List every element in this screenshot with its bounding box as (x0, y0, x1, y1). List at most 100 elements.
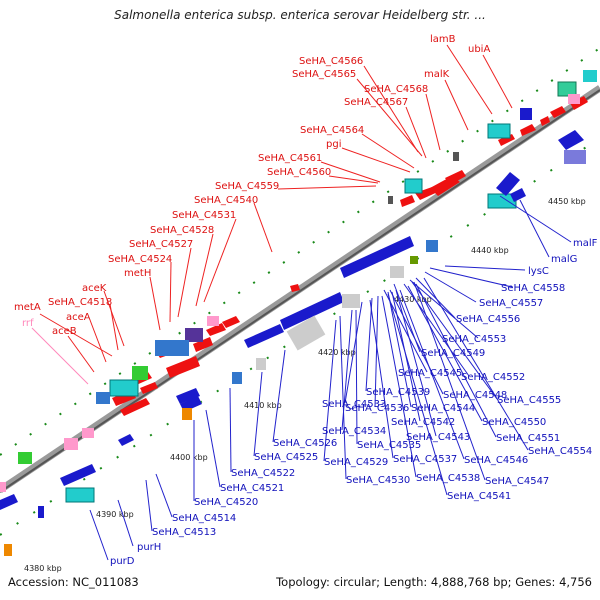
gene-label-SeHA_C4522: SeHA_C4522 (231, 468, 295, 479)
reverse-genes (0, 130, 586, 556)
gene-label-SeHA_C4554: SeHA_C4554 (528, 446, 592, 457)
gene-label-SeHA_C4567: SeHA_C4567 (344, 97, 408, 108)
gene-label-SeHA_C4529: SeHA_C4529 (324, 457, 388, 468)
kbp-tick-label: 4390 kbp (96, 510, 134, 519)
gene-label-SeHA_C4555: SeHA_C4555 (497, 395, 561, 406)
gene-label-malF: malF (573, 238, 598, 249)
gene-box (155, 340, 189, 356)
gene-label-SeHA_C4531: SeHA_C4531 (172, 210, 236, 221)
reverse-gene-labels: malF malG lysC SeHA_C4558 SeHA_C4557 SeH… (89, 195, 598, 567)
gene-label-SeHA_C4561: SeHA_C4561 (258, 153, 322, 164)
gene-box (410, 256, 418, 264)
gene-label-SeHA_C4527: SeHA_C4527 (129, 239, 193, 250)
gene-label-SeHA_C4559: SeHA_C4559 (215, 181, 279, 192)
kbp-tick-label: 4410 kbp (244, 401, 282, 410)
gene-label-SeHA_C4566: SeHA_C4566 (299, 56, 363, 67)
gene-label-purH: purH (137, 542, 161, 553)
gene-label-purD: purD (110, 556, 135, 567)
gene-box (65, 487, 95, 503)
gene-label-SeHA_C4518: SeHA_C4518 (48, 297, 112, 308)
gene-box (185, 328, 203, 342)
gene-arrow (510, 188, 526, 202)
gene-arrow (540, 116, 550, 126)
gene-box (520, 108, 532, 120)
gene-box (182, 408, 192, 420)
gene-label-SeHA_C4514: SeHA_C4514 (172, 513, 236, 524)
gene-box (390, 266, 404, 278)
forward-track (0, 47, 600, 456)
gene-label-aceA: aceA (66, 312, 91, 323)
gene-label-SeHA_C4548: SeHA_C4548 (443, 390, 507, 401)
gene-box (18, 452, 32, 464)
gene-box (232, 372, 242, 384)
gene-label-SeHA_C4530: SeHA_C4530 (346, 475, 410, 486)
gene-box (568, 94, 580, 104)
gene-box (453, 152, 459, 161)
gene-arrow (498, 134, 515, 146)
gene-label-SeHA_C4568: SeHA_C4568 (364, 84, 428, 95)
gene-box (487, 123, 511, 139)
gene-arrow (140, 382, 158, 394)
gene-label-SeHA_C4549: SeHA_C4549 (421, 348, 485, 359)
gene-label-SeHA_C4564: SeHA_C4564 (300, 125, 364, 136)
gene-box (557, 81, 577, 97)
gene-label-SeHA_C4528: SeHA_C4528 (150, 225, 214, 236)
gene-arrow (445, 170, 466, 185)
gene-label-SeHA_C4550: SeHA_C4550 (482, 417, 546, 428)
gene-label-SeHA_C4546: SeHA_C4546 (464, 455, 528, 466)
gene-box (4, 544, 12, 556)
gene-arrow (520, 124, 536, 136)
gene-label-lamB: lamB (430, 34, 456, 45)
kbp-tick-label: 4440 kbp (471, 246, 509, 255)
gene-label-SeHA_C4542: SeHA_C4542 (391, 417, 455, 428)
backbone (0, 85, 600, 493)
gene-label-SeHA_C4556: SeHA_C4556 (456, 314, 520, 325)
gene-label-SeHA_C4552: SeHA_C4552 (461, 372, 525, 383)
gene-label-SeHA_C4543: SeHA_C4543 (406, 432, 470, 443)
gene-arrow (193, 337, 213, 352)
gene-box (0, 482, 6, 492)
gene-arrow (340, 236, 414, 278)
gene-arrow (400, 195, 415, 207)
gene-label-SeHA_C4533: SeHA_C4533 (322, 399, 386, 410)
gene-label-SeHA_C4557: SeHA_C4557 (479, 298, 543, 309)
kbp-tick-label: 4430 kbp (394, 295, 432, 304)
kbp-tick-label: 4450 kbp (548, 197, 586, 206)
gene-arrow (244, 324, 284, 348)
gene-label-malG: malG (551, 254, 577, 265)
gene-arrow (118, 434, 134, 446)
gene-arrow (496, 172, 520, 196)
gene-label-SeHA_C4545: SeHA_C4545 (398, 368, 462, 379)
gene-label-SeHA_C4553: SeHA_C4553 (442, 334, 506, 345)
gene-label-SeHA_C4524: SeHA_C4524 (108, 254, 172, 265)
gene-box (96, 392, 110, 404)
gene-arrow (166, 356, 200, 378)
gene-box (207, 316, 219, 326)
gene-arrow (290, 284, 300, 292)
gene-label-malK: malK (424, 69, 450, 80)
gene-box (388, 196, 393, 204)
gene-arrow (60, 464, 96, 486)
gene-arrow (206, 323, 226, 336)
gene-box (286, 315, 326, 351)
gene-label-rrf: rrf (22, 318, 34, 329)
gene-box (109, 379, 139, 397)
gene-label-SeHA_C4540: SeHA_C4540 (194, 195, 258, 206)
gene-label-SeHA_C4513: SeHA_C4513 (152, 527, 216, 538)
gene-label-SeHA_C4560: SeHA_C4560 (267, 167, 331, 178)
gene-label-SeHA_C4541: SeHA_C4541 (447, 491, 511, 502)
gene-label-SeHA_C4551: SeHA_C4551 (496, 433, 560, 444)
gene-arrow (0, 494, 18, 510)
gene-box (342, 294, 360, 308)
gene-label-SeHA_C4536: SeHA_C4536 (345, 403, 409, 414)
kbp-tick-label: 4420 kbp (318, 348, 356, 357)
gene-label-SeHA_C4520: SeHA_C4520 (194, 497, 258, 508)
gene-arrow (120, 398, 150, 416)
gene-box (564, 150, 586, 164)
gene-label-SeHA_C4558: SeHA_C4558 (501, 283, 565, 294)
gene-arrow (280, 292, 344, 330)
forward-gene-labels: lamB ubiA SeHA_C4566 SeHA_C4565 SeHA_C45… (14, 34, 513, 385)
gene-label-aceB: aceB (52, 326, 77, 337)
